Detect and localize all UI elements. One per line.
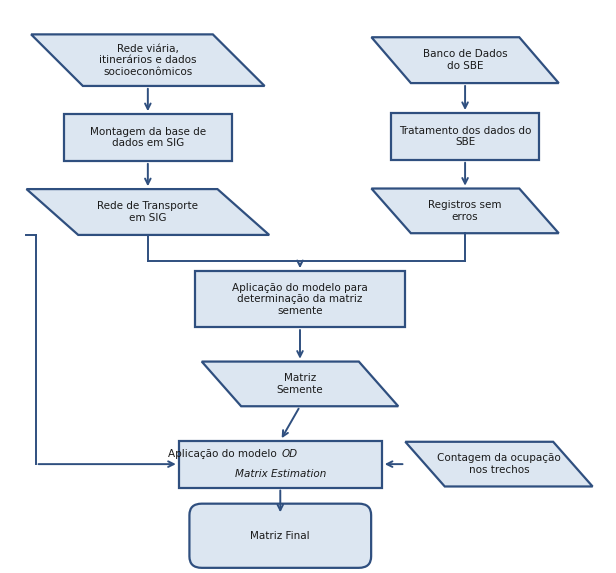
Text: Montagem da base de
dados em SIG: Montagem da base de dados em SIG bbox=[90, 127, 206, 148]
Text: Matrix Estimation: Matrix Estimation bbox=[235, 469, 326, 480]
FancyBboxPatch shape bbox=[195, 271, 405, 327]
Text: Tratamento dos dados do
SBE: Tratamento dos dados do SBE bbox=[399, 125, 531, 147]
Polygon shape bbox=[31, 34, 264, 86]
Text: Contagem da ocupação
nos trechos: Contagem da ocupação nos trechos bbox=[437, 453, 561, 475]
Text: Matriz Final: Matriz Final bbox=[251, 531, 310, 541]
FancyBboxPatch shape bbox=[64, 114, 232, 161]
FancyBboxPatch shape bbox=[179, 441, 382, 488]
Text: Banco de Dados
do SBE: Banco de Dados do SBE bbox=[423, 49, 508, 71]
Polygon shape bbox=[371, 189, 559, 233]
Text: Rede de Transporte
em SIG: Rede de Transporte em SIG bbox=[97, 201, 198, 223]
Polygon shape bbox=[202, 362, 399, 406]
Polygon shape bbox=[405, 442, 593, 486]
Text: Matriz
Semente: Matriz Semente bbox=[277, 373, 323, 395]
Text: Rede viária,
itinerários e dados
socioeconômicos: Rede viária, itinerários e dados socioec… bbox=[99, 44, 197, 77]
Text: Aplicação do modelo para
determinação da matriz
semente: Aplicação do modelo para determinação da… bbox=[232, 282, 368, 316]
Polygon shape bbox=[371, 37, 559, 83]
FancyBboxPatch shape bbox=[391, 113, 539, 160]
Polygon shape bbox=[26, 189, 269, 235]
FancyBboxPatch shape bbox=[190, 504, 371, 568]
Text: Registros sem
erros: Registros sem erros bbox=[428, 200, 502, 222]
Text: OD: OD bbox=[282, 449, 298, 459]
Text: Aplicação do modelo: Aplicação do modelo bbox=[168, 449, 280, 459]
